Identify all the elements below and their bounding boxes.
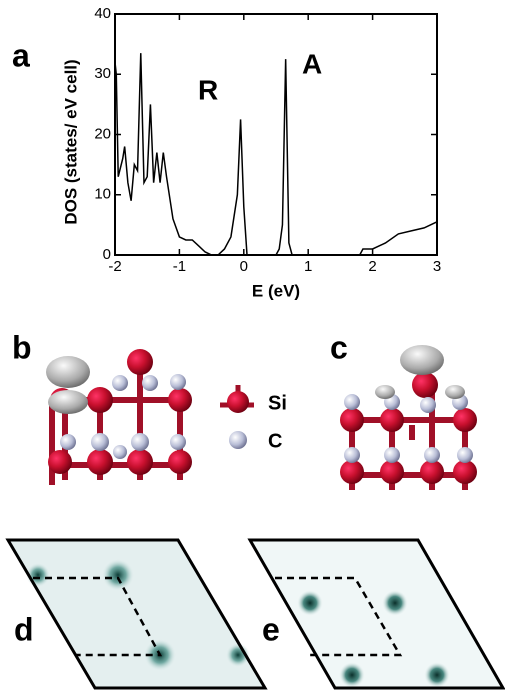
panel-label: b (12, 329, 32, 365)
y-axis-label: DOS (states/ eV cell) (61, 59, 80, 224)
x-tick-label: 0 (240, 258, 248, 275)
map-e (247, 538, 505, 690)
annotation: R (198, 74, 218, 105)
x-axis-label: E (eV) (252, 281, 300, 300)
dos-line (114, 53, 438, 256)
structure-legend (220, 385, 254, 449)
legend-label: C (268, 430, 282, 452)
panel-label: d (14, 611, 34, 647)
y-tick-label: 10 (94, 186, 111, 203)
structure-b (46, 349, 192, 485)
plot-frame (114, 13, 438, 256)
x-tick-label: -1 (173, 258, 186, 275)
y-tick-label: 0 (103, 246, 111, 263)
x-tick-label: 1 (304, 258, 312, 275)
y-tick-label: 40 (94, 5, 111, 22)
panel-label: a (12, 37, 30, 73)
map-d (5, 538, 268, 690)
annotation: A (302, 48, 322, 79)
panel-label: e (262, 611, 280, 647)
x-tick-label: -2 (108, 258, 121, 275)
panel-label: c (330, 329, 348, 365)
legend-label: Si (268, 392, 287, 414)
x-tick-label: 3 (433, 258, 441, 275)
structure-c (340, 345, 477, 490)
y-tick-label: 20 (94, 125, 111, 142)
y-tick-label: 30 (94, 65, 111, 82)
x-tick-label: 2 (368, 258, 376, 275)
